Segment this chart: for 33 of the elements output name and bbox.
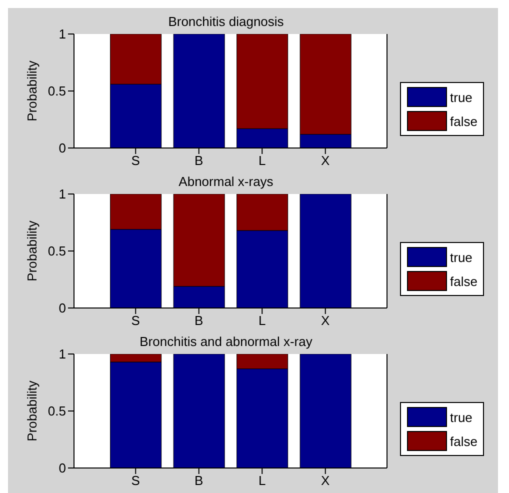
x-tick-label: X — [321, 313, 330, 328]
chart-title: Abnormal x-rays — [178, 174, 274, 189]
chart-title: Bronchitis diagnosis — [167, 14, 285, 29]
y-tick-label: 1 — [58, 346, 66, 362]
legend-label: false — [450, 114, 478, 128]
y-tick-label: 0.5 — [48, 404, 66, 419]
y-tick-label: 1 — [58, 26, 66, 42]
x-tick-label: B — [194, 153, 204, 168]
x-tick-label: L — [258, 153, 266, 168]
chart-title: Bronchitis and abnormal x-ray — [138, 334, 314, 349]
x-tick-label: S — [131, 313, 140, 328]
x-tick-label: S — [131, 153, 140, 168]
legend-label: false — [450, 274, 478, 288]
x-tick-label: L — [258, 473, 266, 488]
x-tick-label: X — [321, 153, 330, 168]
x-tick-label: L — [258, 313, 266, 328]
y-axis-title: Probability — [24, 60, 40, 122]
legend-label: true — [450, 410, 472, 424]
legend-label: true — [450, 250, 472, 264]
y-tick-label: 1 — [58, 186, 66, 202]
x-tick-label: X — [321, 473, 330, 488]
y-tick-label: 0 — [58, 140, 66, 156]
y-tick-label: 0.5 — [48, 244, 66, 259]
y-tick-label: 0.5 — [48, 84, 66, 99]
x-tick-label: B — [194, 473, 204, 488]
y-tick-label: 0 — [58, 460, 66, 476]
x-tick-label: B — [194, 313, 204, 328]
x-tick-label: S — [131, 473, 140, 488]
y-axis-title: Probability — [24, 220, 40, 282]
legend-label: true — [450, 90, 472, 104]
y-axis-title: Probability — [24, 380, 40, 442]
y-tick-label: 0 — [58, 300, 66, 316]
legend-label: false — [450, 434, 478, 448]
